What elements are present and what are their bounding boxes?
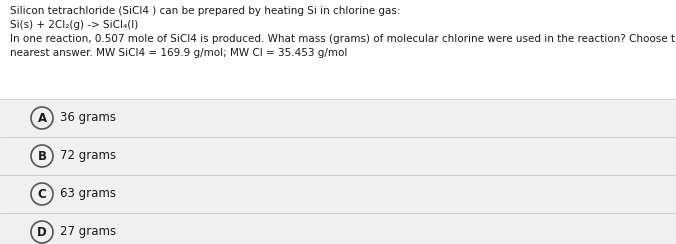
Bar [0, 137, 676, 175]
Text: D: D [37, 225, 47, 238]
Bar [0, 175, 676, 213]
Text: Silicon tetrachloride (SiCl4 ) can be prepared by heating Si in chlorine gas:: Silicon tetrachloride (SiCl4 ) can be pr… [10, 6, 400, 16]
Text: C: C [38, 187, 47, 201]
Text: 36 grams: 36 grams [60, 112, 116, 124]
Text: 72 grams: 72 grams [60, 150, 116, 163]
Bar [0, 213, 676, 244]
Text: 63 grams: 63 grams [60, 187, 116, 201]
Text: B: B [37, 150, 47, 163]
Text: nearest answer. MW SiCl4 = 169.9 g/mol; MW Cl = 35.453 g/mol: nearest answer. MW SiCl4 = 169.9 g/mol; … [10, 48, 347, 58]
Text: In one reaction, 0.507 mole of SiCl4 is produced. What mass (grams) of molecular: In one reaction, 0.507 mole of SiCl4 is … [10, 34, 676, 44]
Bar [0, 99, 676, 137]
Text: 27 grams: 27 grams [60, 225, 116, 238]
Text: Si(s) + 2Cl₂(g) -> SiCl₄(l): Si(s) + 2Cl₂(g) -> SiCl₄(l) [10, 20, 139, 30]
Text: A: A [37, 112, 47, 124]
